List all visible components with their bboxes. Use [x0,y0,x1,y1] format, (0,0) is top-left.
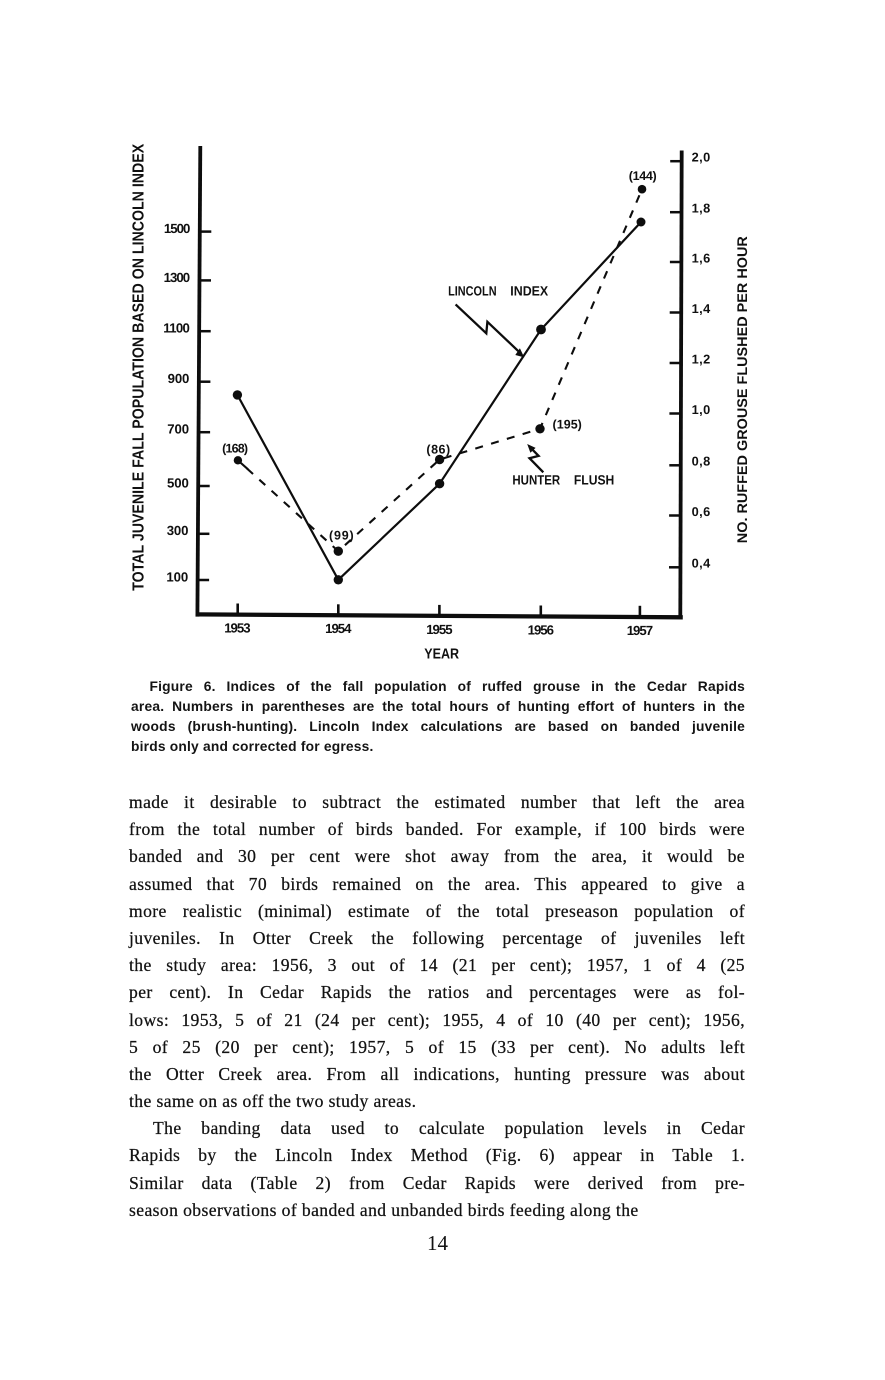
svg-text:(86): (86) [426,442,450,456]
svg-text:1953: 1953 [224,621,250,636]
svg-text:TOTAL JUVENILE FALL POPULATION: TOTAL JUVENILE FALL POPULATION BASED ON … [130,144,147,591]
svg-text:900: 900 [168,371,190,386]
svg-text:(99): (99) [329,529,354,543]
svg-text:1,2: 1,2 [692,351,711,366]
svg-text:1500: 1500 [164,221,191,236]
svg-text:300: 300 [167,523,189,538]
svg-text:LINCOLN: LINCOLN [448,284,497,299]
svg-text:0,8: 0,8 [692,454,711,469]
svg-text:1100: 1100 [163,321,190,336]
svg-text:YEAR: YEAR [424,646,459,662]
svg-text:(144): (144) [629,169,657,183]
svg-text:700: 700 [167,422,189,437]
svg-text:1,0: 1,0 [692,402,711,417]
svg-text:(195): (195) [553,417,582,431]
svg-text:1955: 1955 [426,622,452,637]
svg-text:(168): (168) [222,441,248,455]
svg-text:0,6: 0,6 [692,504,711,519]
svg-text:1,6: 1,6 [692,250,711,265]
svg-text:1957: 1957 [627,623,653,638]
svg-text:500: 500 [167,475,189,490]
svg-text:1,8: 1,8 [692,201,711,216]
svg-text:1300: 1300 [164,270,191,285]
svg-text:NO. RUFFED GROUSE FLUSHED PER: NO. RUFFED GROUSE FLUSHED PER HOUR [734,236,750,543]
svg-text:HUNTER: HUNTER [512,472,560,487]
svg-text:1,4: 1,4 [692,301,711,316]
svg-text:0,4: 0,4 [692,556,711,571]
svg-text:2,0: 2,0 [692,150,711,165]
svg-text:1956: 1956 [528,622,554,637]
svg-text:INDEX: INDEX [510,284,548,299]
svg-text:1954: 1954 [325,621,352,636]
svg-text:100: 100 [166,569,188,584]
svg-text:FLUSH: FLUSH [574,472,614,487]
